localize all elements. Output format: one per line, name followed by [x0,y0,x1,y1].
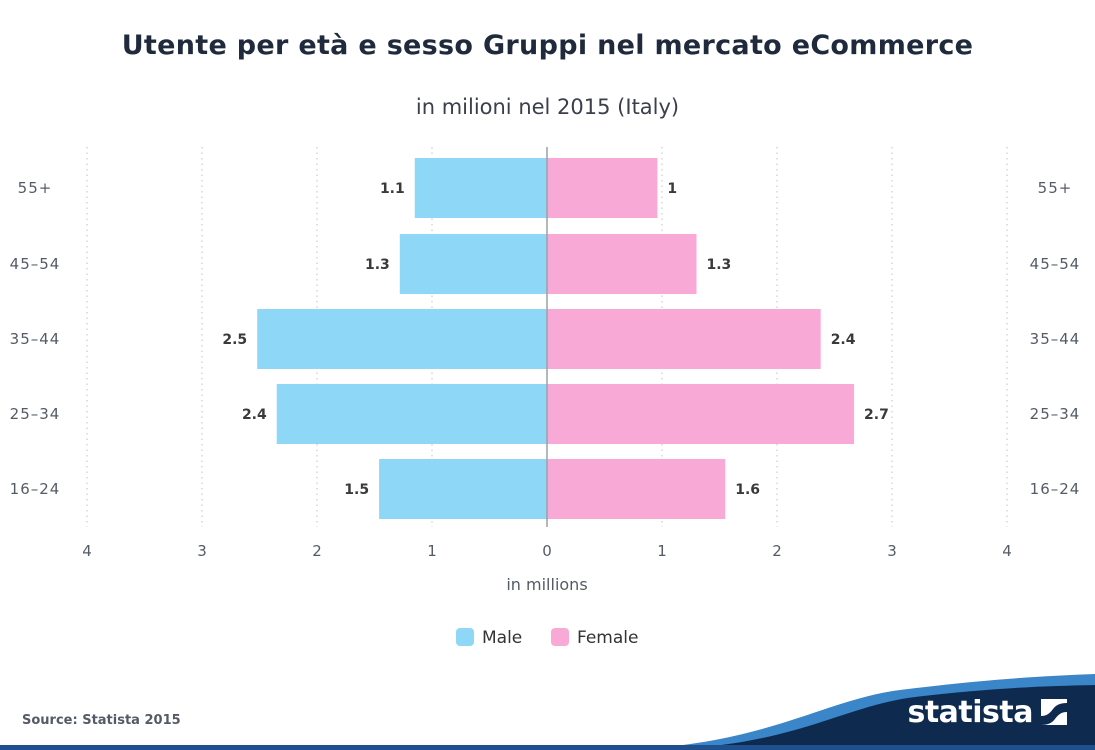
category-label-left: 35–44 [10,330,61,348]
bar-male-25-34[interactable] [276,384,547,444]
x-tick-label: 2 [772,542,782,560]
category-label-left: 25–34 [10,405,61,423]
bar-female-16-24[interactable] [547,459,726,519]
bar-female-45-54[interactable] [547,234,697,294]
category-label-right: 25–34 [1030,405,1081,423]
data-label-male: 1.5 [344,482,369,498]
category-label-right: 55+ [1038,179,1073,197]
data-label-male: 2.4 [242,407,267,423]
legend-item-female-swatch[interactable] [551,628,569,646]
x-tick-label: 1 [427,542,437,560]
x-tick-label: 3 [197,542,207,560]
category-label-left: 16–24 [10,480,61,498]
x-tick-label: 2 [312,542,322,560]
statista-logo[interactable]: statista [907,694,1067,730]
bar-male-16-24[interactable] [379,459,547,519]
footer-wave-dark [640,685,1095,750]
x-tick-label: 4 [1002,542,1012,560]
category-label-left: 55+ [18,179,53,197]
bar-female-35-44[interactable] [547,309,821,369]
x-tick-label: 3 [887,542,897,560]
legend-item-female-label[interactable]: Female [577,628,638,648]
data-label-female: 2.7 [864,407,889,423]
data-label-male: 1.3 [365,257,390,273]
footer-bottom-line [0,745,1095,750]
category-label-right: 16–24 [1030,480,1081,498]
x-tick-label: 1 [657,542,667,560]
data-label-female: 1.6 [735,482,760,498]
x-tick-label: 0 [542,542,552,560]
bar-female-25-34[interactable] [547,384,855,444]
chart-title: Utente per età e sesso Gruppi nel mercat… [121,30,974,61]
x-tick-label: 4 [82,542,92,560]
source-note: Source: Statista 2015 [22,713,181,728]
legend-item-male-swatch[interactable] [456,628,474,646]
category-label-right: 35–44 [1030,330,1081,348]
data-label-male: 1.1 [380,181,405,197]
data-label-female: 2.4 [831,332,856,348]
category-label-left: 45–54 [10,255,61,273]
statista-logo-icon [1041,699,1067,725]
x-axis-title: in millions [506,575,587,594]
category-label-right: 45–54 [1030,255,1081,273]
statista-logo-text: statista [907,694,1033,730]
data-label-male: 2.5 [222,332,247,348]
population-pyramid-chart: 1.1 1 55+ 55+ 1.3 1.3 45–54 45–54 2.5 2.4 35–44 35–… [10,147,1081,648]
bar-male-35-44[interactable] [257,309,547,369]
bar-male-55+[interactable] [414,158,547,218]
bar-male-45-54[interactable] [399,234,547,294]
legend-item-male-label[interactable]: Male [482,628,522,648]
bar-female-55+[interactable] [547,158,658,218]
data-label-female: 1 [667,181,677,197]
chart-subtitle: in milioni nel 2015 (Italy) [415,95,680,119]
data-label-female: 1.3 [707,257,732,273]
